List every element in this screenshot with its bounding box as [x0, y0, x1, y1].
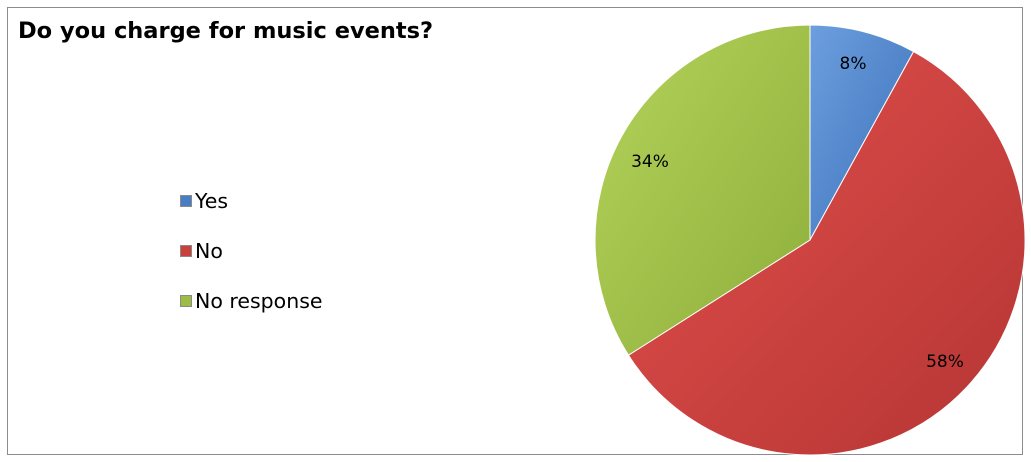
pie-slice-yes: [809, 24, 915, 241]
data-label-no-response: 34%: [631, 152, 669, 172]
legend-swatch-yes: [180, 195, 192, 207]
legend-swatch-no: [180, 245, 192, 257]
legend-label-yes: Yes: [195, 189, 229, 213]
legend-swatch-no-response: [180, 295, 192, 307]
pie-slice-no: [627, 50, 1026, 456]
data-label-no: 58%: [926, 352, 964, 372]
data-label-yes: 8%: [840, 54, 867, 74]
chart-title: Do you charge for music events?: [18, 18, 434, 44]
legend-item-no-response: No response: [180, 276, 323, 326]
pie-slices: [594, 24, 1026, 456]
legend-item-yes: Yes: [180, 176, 323, 226]
legend-label-no: No: [195, 239, 223, 263]
legend: Yes No No response: [180, 176, 323, 326]
pie-slice-no-response: [594, 24, 811, 356]
legend-label-no-response: No response: [195, 289, 323, 313]
pie-data-labels: 8% 58% 34%: [631, 54, 964, 372]
legend-item-no: No: [180, 226, 323, 276]
